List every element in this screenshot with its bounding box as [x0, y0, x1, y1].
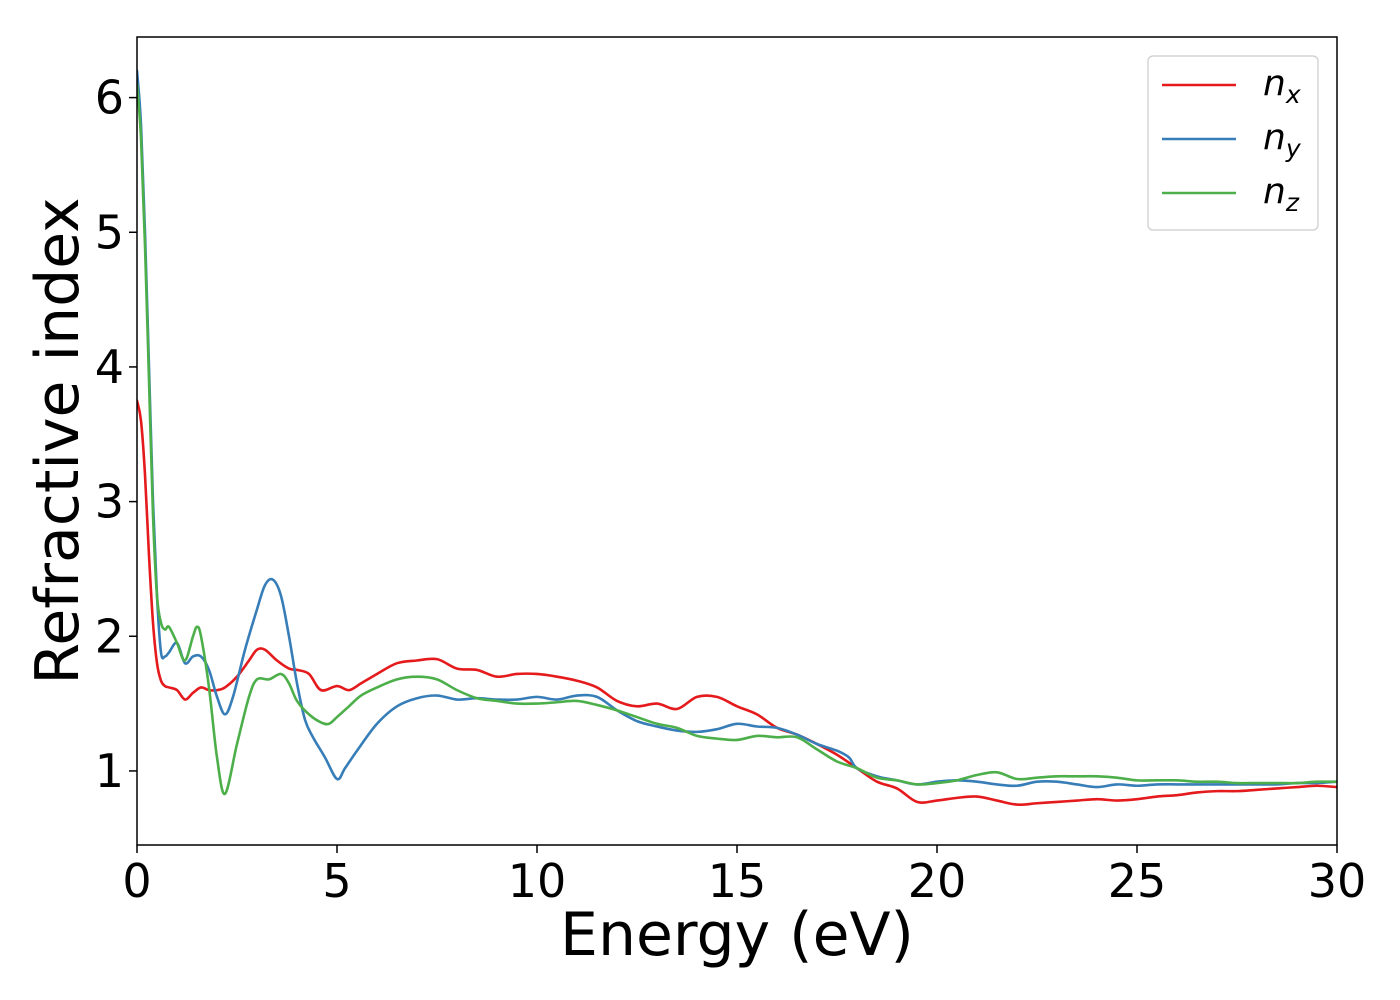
x-tick-label: 15 — [708, 854, 767, 908]
x-tick-label: 20 — [908, 854, 967, 908]
x-tick-label: 0 — [122, 854, 151, 908]
series-line-n-x — [137, 399, 1337, 806]
series-line-n-z — [137, 82, 1337, 796]
x-axis-title: Energy (eV) — [560, 900, 914, 970]
y-axis-title: Refractive index — [23, 197, 93, 684]
series-line-n-y — [137, 69, 1337, 789]
x-tick-label: 5 — [322, 854, 351, 908]
y-tick-label: 1 — [95, 744, 124, 798]
legend-box — [1147, 55, 1319, 231]
series-lines — [137, 69, 1337, 806]
x-tick-label: 10 — [508, 854, 567, 908]
plot-area — [136, 36, 1338, 846]
y-tick-label: 5 — [95, 205, 124, 259]
x-axis-ticks: 0 5 10 15 20 25 30 — [122, 845, 1366, 908]
x-tick-label: 30 — [1308, 854, 1367, 908]
y-axis-ticks: 1 2 3 4 5 6 — [95, 71, 137, 798]
y-tick-label: 2 — [95, 609, 124, 663]
y-tick-label: 4 — [95, 340, 124, 394]
y-tick-label: 6 — [95, 71, 124, 125]
x-tick-label: 25 — [1108, 854, 1167, 908]
y-tick-label: 3 — [95, 475, 124, 529]
